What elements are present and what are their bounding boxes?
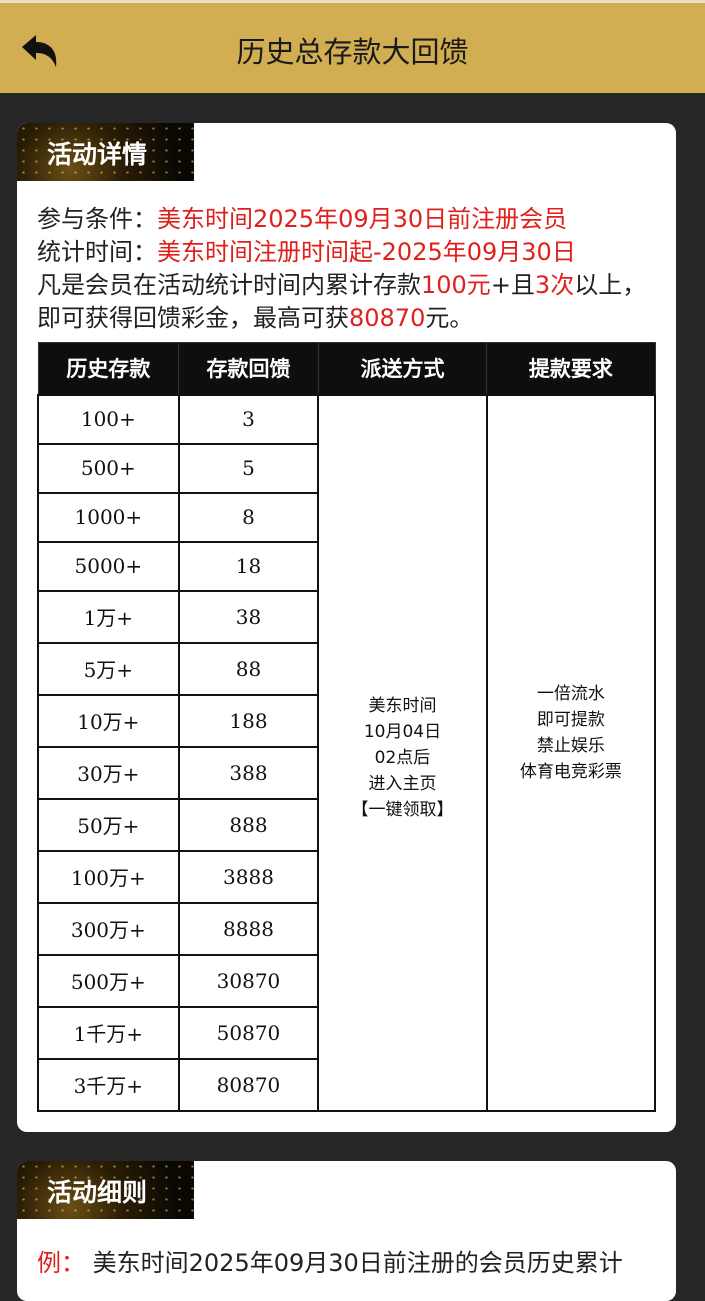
reward-cell: 80870	[177, 1057, 320, 1112]
withdraw-line: 禁止娱乐	[536, 735, 605, 756]
deposit-cell: 500+	[37, 442, 180, 494]
deposit-cell: 1000+	[37, 491, 180, 543]
table-row: 3千万+ 80870	[37, 1057, 655, 1112]
reward-cell: 388	[177, 745, 320, 800]
column-header: 派送方式	[317, 342, 488, 395]
reward-table: 历史存款 存款回馈 派送方式 提款要求 100+ 3 美东时间 10月04日 02点后进入主页…	[37, 342, 657, 1112]
activity-info: 参与条件：美东时间2025年09月30日前注册会员 统计时间：美东时间注册时间起…	[37, 203, 662, 335]
table-row: 100+ 3 美东时间 10月04日 02点后进入主页【一键领取】 一倍流水即可提款禁止娱…	[37, 393, 657, 1112]
table-row: 500万+ 30870	[37, 953, 655, 1008]
table-row: 100万+ 3888	[37, 849, 655, 904]
reward-cell: 50870	[177, 1005, 320, 1060]
table-row: 5万+ 88	[37, 641, 655, 696]
deposit-cell: 10万+	[37, 693, 180, 748]
deposit-cell: 5000+	[37, 540, 180, 592]
table-row: 10万+ 188	[37, 693, 655, 748]
delivery-line: 【一键领取】	[351, 799, 454, 820]
rule-example: 例： 美东时间2025年09月30日前注册的会员历史累计	[37, 1249, 623, 1277]
delivery-line: 02点后	[374, 747, 431, 768]
table-row: 1万+ 38	[37, 589, 655, 644]
deposit-cell: 300万+	[37, 901, 180, 956]
table-row: 30万+ 388	[37, 745, 655, 800]
deposit-cell: 500万+	[37, 953, 180, 1008]
column-header: 历史存款	[37, 342, 180, 395]
reward-cell: 18	[177, 540, 320, 592]
description: 凡是会员在活动统计时间内累计存款100元+且3次以上，即可获得回馈彩金，最高可获…	[37, 271, 647, 332]
delivery-cell: 美东时间 10月04日 02点后进入主页【一键领取】	[317, 393, 488, 1112]
reward-cell: 5	[177, 442, 320, 494]
reward-cell: 888	[177, 797, 320, 852]
condition-line: 参与条件：美东时间2025年09月30日前注册会员	[37, 205, 568, 233]
deposit-cell: 5万+	[37, 641, 180, 696]
deposit-cell: 1千万+	[37, 1005, 180, 1060]
table-row: 500+ 5	[37, 442, 655, 494]
deposit-cell: 100+	[37, 393, 180, 445]
delivery-line: 美东时间	[368, 695, 437, 716]
reward-cell: 188	[177, 693, 320, 748]
back-arrow-icon[interactable]	[18, 31, 62, 71]
table-row: 300万+ 8888	[37, 901, 655, 956]
activity-rules-card: 活动细则 例： 美东时间2025年09月30日前注册的会员历史累计	[17, 1161, 676, 1301]
column-header: 提款要求	[486, 342, 656, 395]
reward-cell: 30870	[177, 953, 320, 1008]
reward-cell: 88	[177, 641, 320, 696]
table-row: 1000+ 8	[37, 491, 655, 543]
deposit-cell: 30万+	[37, 745, 180, 800]
section-badge: 活动详情	[17, 123, 194, 181]
withdraw-line: 体育电竞彩票	[519, 761, 622, 782]
delivery-line: 10月04日	[363, 721, 442, 742]
period-line: 统计时间：美东时间注册时间起-2025年09月30日	[37, 238, 576, 266]
reward-cell: 38	[177, 589, 320, 644]
column-header: 存款回馈	[178, 342, 319, 395]
reward-cell: 8888	[177, 901, 320, 956]
activity-details-card: 活动详情 参与条件：美东时间2025年09月30日前注册会员 统计时间：美东时间…	[17, 123, 676, 1132]
table-row: 1千万+ 50870	[37, 1005, 655, 1060]
deposit-cell: 1万+	[37, 589, 180, 644]
deposit-cell: 100万+	[37, 849, 180, 904]
reward-cell: 8	[177, 491, 320, 543]
withdraw-line: 即可提款	[536, 709, 605, 730]
withdraw-line: 一倍流水	[536, 683, 605, 704]
delivery-line: 进入主页	[368, 773, 437, 794]
table-row: 5000+ 18	[37, 540, 655, 592]
deposit-cell: 50万+	[37, 797, 180, 852]
deposit-cell: 3千万+	[37, 1057, 180, 1112]
withdraw-cell: 一倍流水即可提款禁止娱乐体育电竞彩票	[485, 393, 657, 1112]
table-row: 50万+ 888	[37, 797, 655, 852]
header-bar: 历史总存款大回馈	[0, 0, 705, 93]
reward-cell: 3	[177, 393, 320, 445]
section-badge: 活动细则	[17, 1161, 194, 1219]
reward-cell: 3888	[177, 849, 320, 904]
page-title: 历史总存款大回馈	[236, 35, 469, 69]
